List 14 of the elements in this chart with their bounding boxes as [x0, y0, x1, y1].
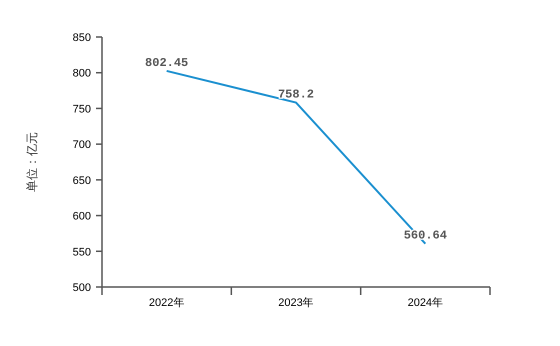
y-tick-label: 500: [72, 282, 91, 294]
y-tick-label: 650: [72, 174, 91, 187]
y-tick-label: 600: [72, 210, 91, 223]
y-tick-label: 700: [72, 139, 91, 152]
y-tick-label: 800: [72, 68, 91, 80]
x-tick-label: 2022年: [148, 297, 184, 309]
y-tick-label: 850: [72, 32, 91, 44]
data-label: 758.2: [278, 88, 314, 102]
y-tick-label: 550: [72, 246, 91, 258]
x-tick-label: 2024年: [408, 297, 444, 309]
y-axis-title: 单位：亿元: [25, 132, 39, 192]
y-tick-label: 750: [72, 103, 91, 116]
data-label: 802.45: [145, 56, 188, 70]
x-tick-label: 2023年: [278, 297, 314, 309]
